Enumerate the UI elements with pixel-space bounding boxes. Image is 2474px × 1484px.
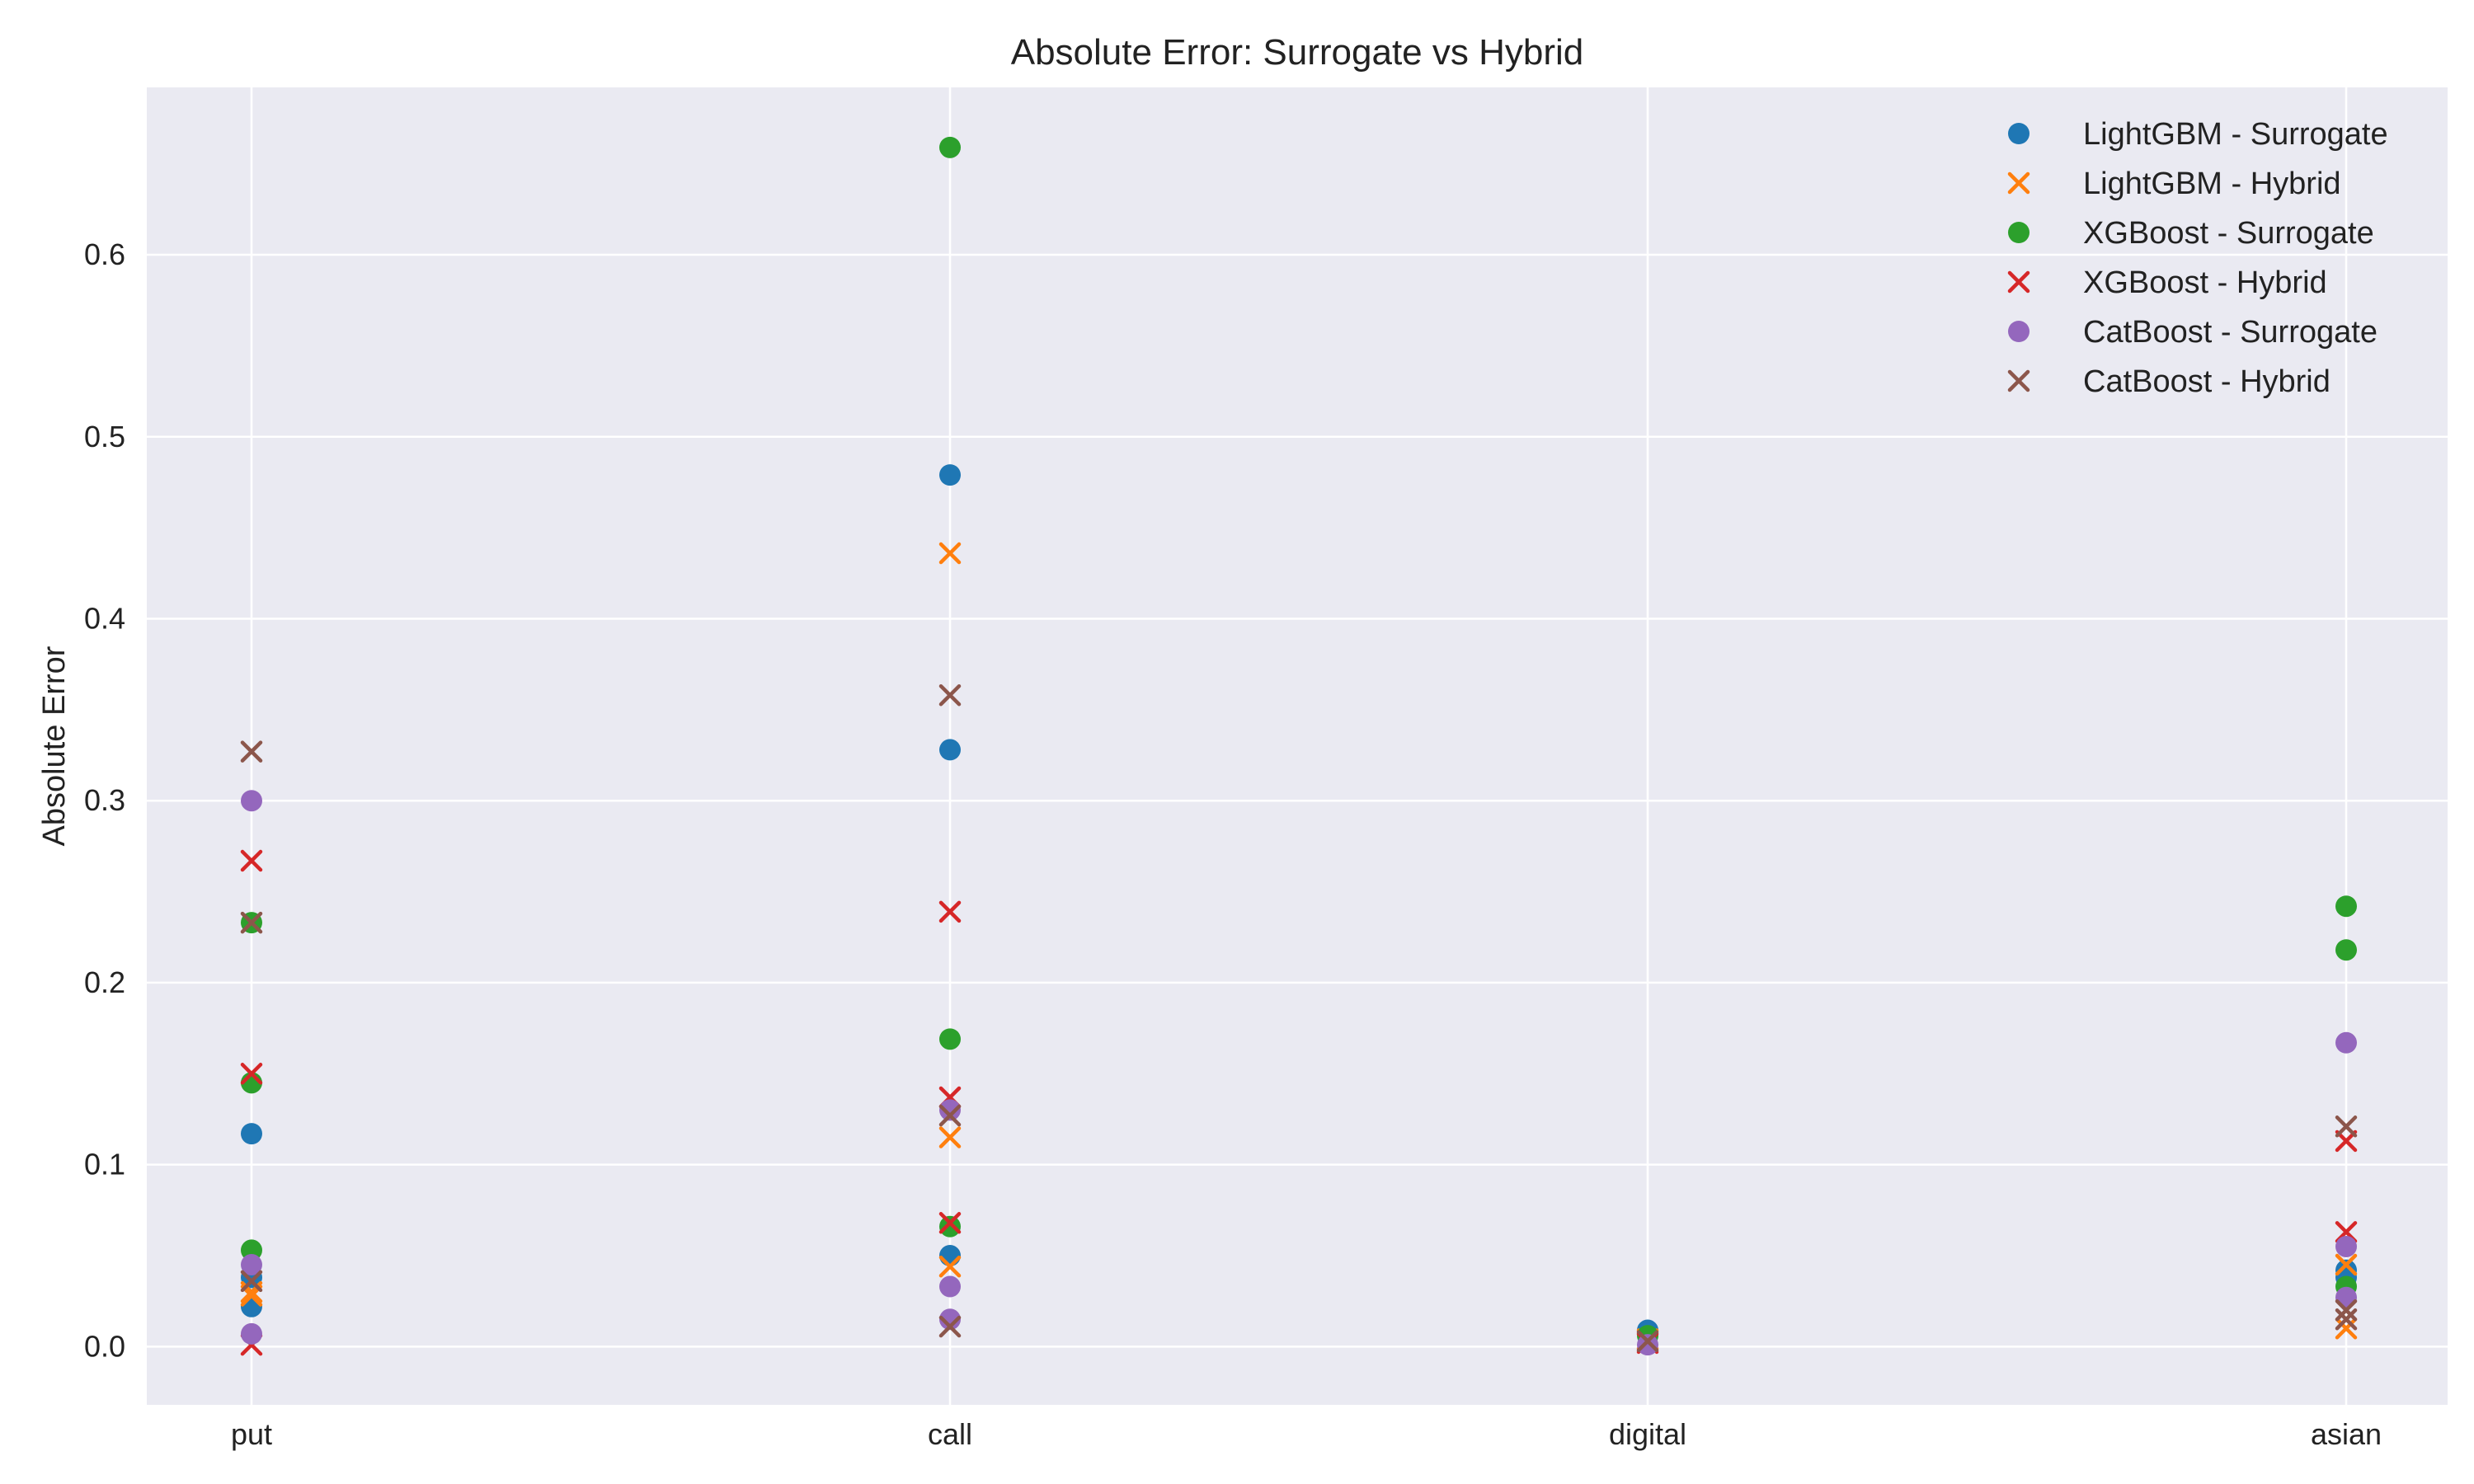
x-tick-label-call: call [928,1417,972,1451]
legend-item: LightGBM - Surrogate [2008,117,2388,152]
x-tick-label-asian: asian [2311,1417,2382,1451]
data-point [2335,1308,2358,1331]
data-point [2335,1031,2357,1054]
data-point [241,790,262,812]
data-point [2335,1253,2358,1276]
legend-label: LightGBM - Hybrid [2083,167,2341,201]
legend-item: XGBoost - Surrogate [2008,216,2374,251]
data-point [241,1322,262,1345]
legend-marker [2008,222,2030,243]
data-point [240,1270,263,1293]
data-point [241,1123,262,1145]
data-point [938,1126,962,1148]
data-point [939,1245,961,1267]
data-point [2335,895,2357,918]
legend-marker [2008,123,2030,144]
data-point [938,1256,962,1278]
axis-ticks: 0.0 0.1 0.2 0.3 0.4 0.5 0.6 put call digital asian [84,237,2382,1451]
data-point [240,849,263,872]
y-axis-label: Absolute Error [37,646,72,846]
data-point [938,1212,962,1234]
data-point [240,1063,263,1085]
data-point [939,136,961,158]
y-tick-label: 0.4 [84,601,125,635]
legend-label: XGBoost - Surrogate [2083,216,2374,251]
series-catboost-surrogate [241,790,2357,1356]
y-tick-label: 0.6 [84,237,125,271]
legend-item: CatBoost - Hybrid [2007,364,2331,399]
legend-label: XGBoost - Hybrid [2083,265,2327,300]
legend-item: LightGBM - Hybrid [2007,167,2341,201]
data-point [938,1104,962,1127]
data-point [2335,1235,2357,1257]
data-point [939,1308,961,1331]
legend-label: CatBoost - Hybrid [2083,364,2331,399]
data-point [939,1028,961,1050]
data-point [938,900,962,923]
x-tick-label-put: put [231,1417,272,1451]
legend-label: CatBoost - Surrogate [2083,315,2378,350]
data-points [240,136,2358,1356]
data-point [938,542,962,565]
y-tick-label: 0.3 [84,783,125,817]
data-point [938,1315,962,1338]
legend-marker [2007,369,2030,392]
legend-item: XGBoost - Hybrid [2007,265,2327,300]
data-point [2335,1115,2358,1138]
series-lightgbm-hybrid [240,542,2358,1350]
data-point [1636,1330,1659,1352]
data-point [240,911,263,934]
legend-marker [2007,171,2030,195]
legend-marker [2008,321,2030,342]
data-point [938,683,962,707]
plot-area [147,87,2448,1405]
data-point [2335,1317,2358,1340]
data-point [2335,1298,2358,1322]
chart-title: Absolute Error: Surrogate vs Hybrid [1011,32,1584,73]
data-point [939,464,961,486]
data-point [240,740,263,763]
series-catboost-hybrid [240,683,2358,1352]
legend: LightGBM - Surrogate LightGBM - Hybrid XGB… [2007,117,2388,399]
legend-item: CatBoost - Surrogate [2008,315,2378,350]
legend-label: LightGBM - Surrogate [2083,117,2388,152]
grid-lines [147,87,2448,1405]
legend-marker [2007,270,2030,294]
y-tick-label: 0.5 [84,420,125,453]
y-tick-label: 0.0 [84,1329,125,1363]
data-point [939,1099,961,1121]
y-tick-label: 0.2 [84,965,125,999]
data-point [1637,1334,1658,1356]
y-tick-label: 0.1 [84,1148,125,1181]
data-point [2335,939,2357,961]
data-point [939,739,961,761]
data-point [939,1215,961,1237]
data-point [241,1254,262,1276]
data-point [939,1275,961,1298]
x-tick-label-digital: digital [1609,1417,1686,1451]
